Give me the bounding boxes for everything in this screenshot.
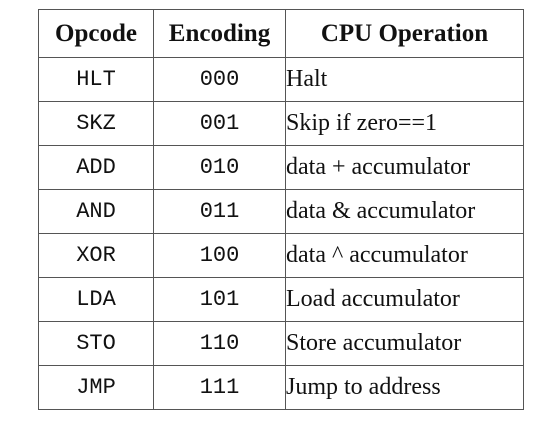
cell-opcode: LDA — [38, 277, 154, 322]
cell-encoding: 011 — [153, 189, 286, 234]
table-row: HLT 000 Halt — [38, 57, 524, 102]
cell-opcode: SKZ — [38, 101, 154, 146]
header-encoding: Encoding — [153, 9, 286, 58]
cell-encoding: 100 — [153, 233, 286, 278]
cell-operation: Store accumulator — [285, 321, 524, 366]
table-row: LDA 101 Load accumulator — [38, 277, 524, 322]
cell-opcode: ADD — [38, 145, 154, 190]
cell-opcode: HLT — [38, 57, 154, 102]
cell-operation: data + accumulator — [285, 145, 524, 190]
cell-encoding: 110 — [153, 321, 286, 366]
header-row: Opcode Encoding CPU Operation — [38, 9, 524, 58]
header-opcode: Opcode — [38, 9, 154, 58]
table-row: SKZ 001 Skip if zero==1 — [38, 101, 524, 146]
header-cpu-operation: CPU Operation — [285, 9, 524, 58]
cell-opcode: AND — [38, 189, 154, 234]
cell-operation: data ^ accumulator — [285, 233, 524, 278]
table-row: JMP 111 Jump to address — [38, 365, 524, 410]
cell-operation: Skip if zero==1 — [285, 101, 524, 146]
cell-opcode: STO — [38, 321, 154, 366]
cell-encoding: 001 — [153, 101, 286, 146]
opcode-table: Opcode Encoding CPU Operation HLT 000 Ha… — [38, 9, 524, 410]
cell-encoding: 101 — [153, 277, 286, 322]
cell-operation: Halt — [285, 57, 524, 102]
cell-opcode: XOR — [38, 233, 154, 278]
cell-encoding: 111 — [153, 365, 286, 410]
table-header: Opcode Encoding CPU Operation — [38, 9, 524, 58]
cell-encoding: 010 — [153, 145, 286, 190]
cell-encoding: 000 — [153, 57, 286, 102]
cell-opcode: JMP — [38, 365, 154, 410]
table-body: HLT 000 Halt SKZ 001 Skip if zero==1 ADD… — [38, 57, 524, 410]
table-row: ADD 010 data + accumulator — [38, 145, 524, 190]
table-row: STO 110 Store accumulator — [38, 321, 524, 366]
table-row: AND 011 data & accumulator — [38, 189, 524, 234]
cell-operation: Jump to address — [285, 365, 524, 410]
cell-operation: data & accumulator — [285, 189, 524, 234]
table-row: XOR 100 data ^ accumulator — [38, 233, 524, 278]
cell-operation: Load accumulator — [285, 277, 524, 322]
